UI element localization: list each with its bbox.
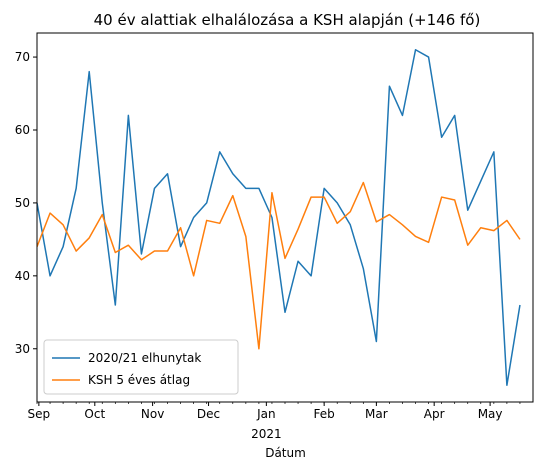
y-tick-label: 70 <box>15 50 30 64</box>
y-tick-label: 40 <box>15 269 30 283</box>
x-tick-label: Oct <box>84 407 105 421</box>
y-axis: 30 40 50 60 70 <box>15 50 37 356</box>
x-tick-label: Apr <box>424 407 445 421</box>
y-tick-label: 50 <box>15 196 30 210</box>
chart-title: 40 év alattiak elhalálozása a KSH alapjá… <box>94 11 481 29</box>
series-line-1 <box>37 49 521 386</box>
x-axis-label: Dátum <box>265 446 306 460</box>
series-line-2 <box>37 181 521 350</box>
legend-label: 2020/21 elhunytak <box>88 351 201 365</box>
series-lines <box>37 49 521 386</box>
legend-box <box>43 339 239 395</box>
x-axis: Sep Oct Nov Dec Jan Feb Mar Apr May <box>28 402 521 421</box>
x-tick-label: Feb <box>314 407 335 421</box>
x-tick-label: Nov <box>141 407 164 421</box>
y-tick-label: 60 <box>15 123 30 137</box>
legend-label: KSH 5 éves átlag <box>88 373 190 387</box>
x-tick-label: Jan <box>256 407 276 421</box>
x-axis-year-label: 2021 <box>251 427 282 441</box>
x-tick-label: Dec <box>197 407 220 421</box>
legend: 2020/21 elhunytak KSH 5 éves átlag <box>43 339 239 395</box>
x-tick-label: Sep <box>28 407 51 421</box>
x-tick-label: Mar <box>365 407 388 421</box>
y-tick-label: 30 <box>15 342 30 356</box>
x-tick-label: May <box>478 407 503 421</box>
